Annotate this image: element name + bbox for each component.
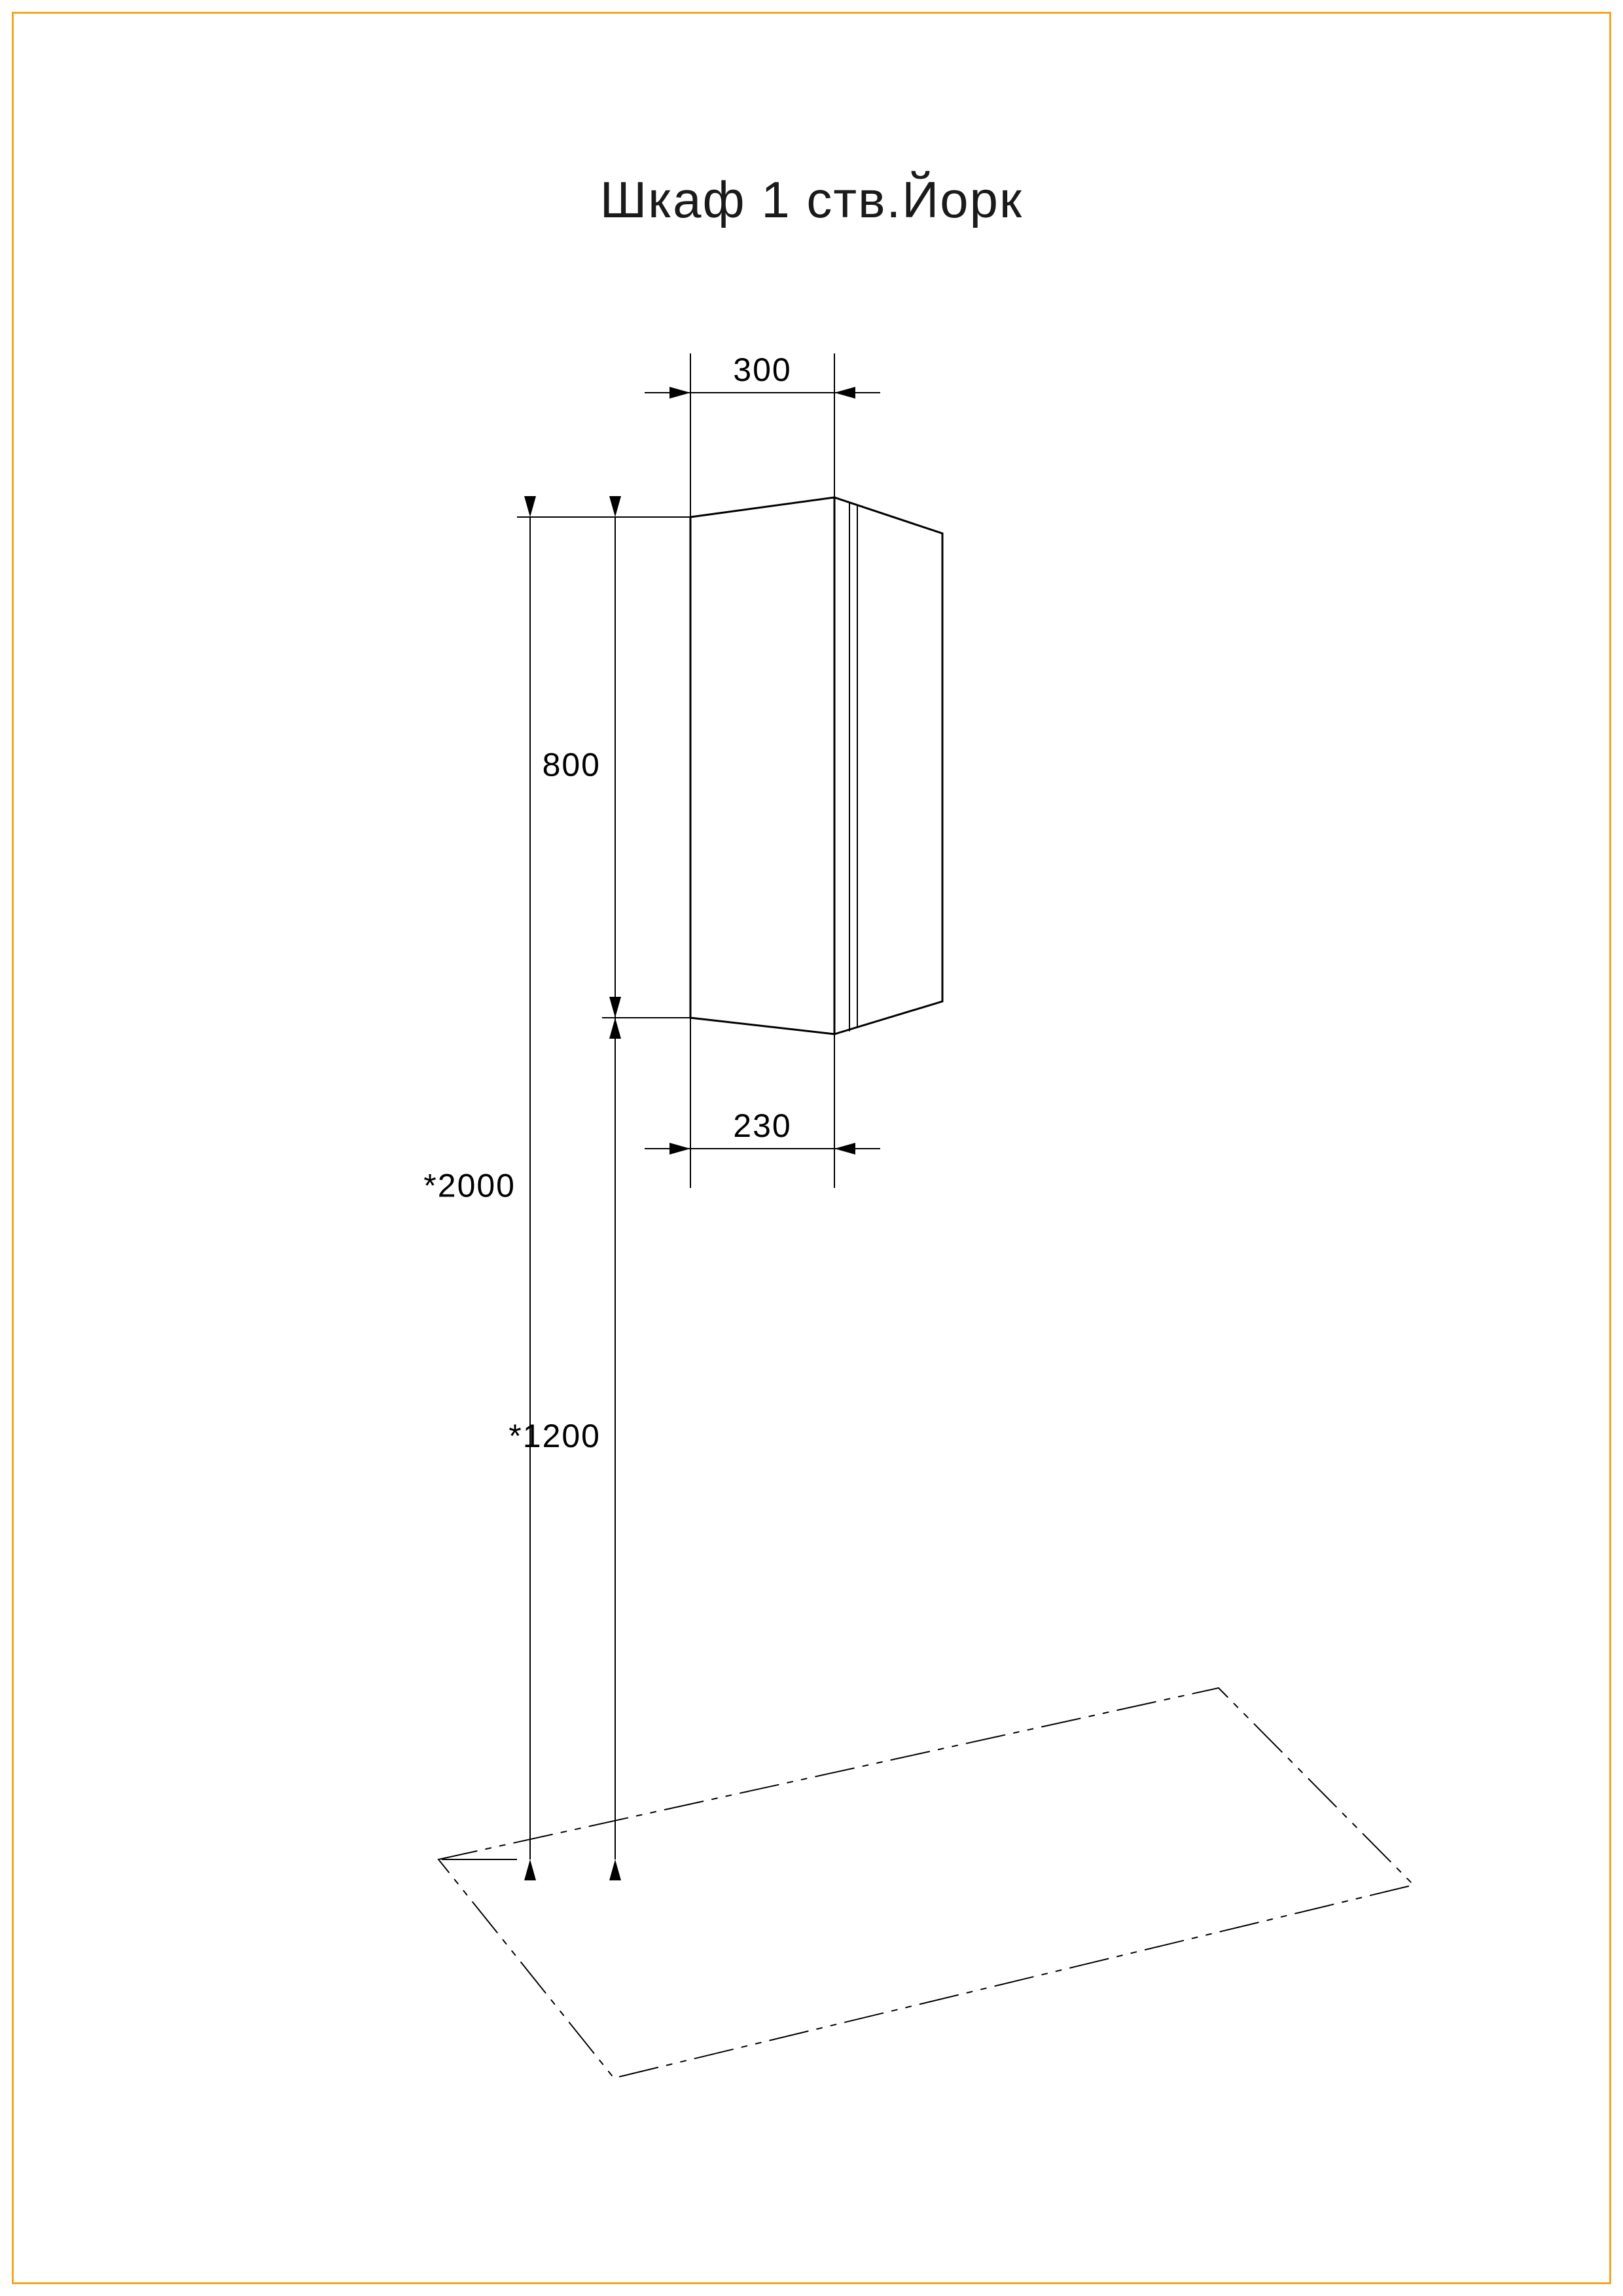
floor-outline: [438, 1688, 1414, 2078]
cabinet-front-face: [690, 497, 834, 1034]
dim-label-2000: *2000: [423, 1168, 516, 1204]
cabinet-side-face: [834, 497, 942, 1034]
dim-label-1200: *1200: [508, 1418, 601, 1454]
page: Шкаф 1 ств.Йорк 300230800*1200*2000: [0, 0, 1623, 2296]
dim-label-230: 230: [733, 1107, 791, 1144]
technical-drawing: 300 230 800 *1200 *2000: [0, 0, 1623, 2296]
dim-label-300: 300: [733, 351, 791, 388]
dim-label-800: 800: [543, 747, 601, 783]
